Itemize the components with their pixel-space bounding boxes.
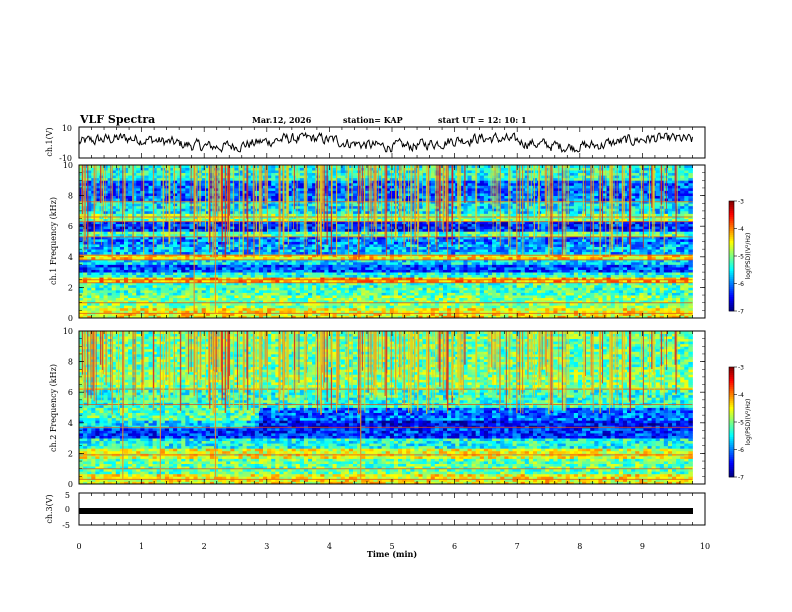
x-tick-label: 9 xyxy=(640,542,645,551)
y-tick-label: 10 xyxy=(63,161,73,170)
y-tick-label: 2 xyxy=(68,449,73,458)
ch1-waveform-panel: 10 -10 ch.1(V) xyxy=(45,124,706,163)
y-tick-label: 0 xyxy=(68,314,73,323)
colorbar-tick-label: -7 xyxy=(738,475,744,482)
ch1-waveform-line xyxy=(78,131,693,154)
y-tick-label: 4 xyxy=(68,253,73,262)
y-tick-label: 4 xyxy=(68,419,73,428)
ch1-spectrogram-image xyxy=(79,165,693,319)
y-tick-label: 10 xyxy=(63,327,73,336)
ch3-ytick-top: 5 xyxy=(65,491,70,500)
colorbar-tick-label: -7 xyxy=(738,309,744,316)
x-tick-label: 6 xyxy=(452,542,457,551)
header-station: station= KAP xyxy=(343,115,403,125)
x-tick-label: 4 xyxy=(327,542,332,551)
ch1-ytick-top: 10 xyxy=(62,124,72,133)
ch1-frequency-ylabel: ch.1 Frequency (kHz) xyxy=(49,197,58,285)
ch1-colorbar-label: log(PSD)(V²/Hz) xyxy=(745,233,752,280)
ch1-ylabel: ch.1(V) xyxy=(45,127,54,156)
x-axis-tick-labels: 0 1 2 3 4 5 6 7 8 9 10 xyxy=(76,542,710,551)
ch3-ylabel: ch.3(V) xyxy=(45,494,54,523)
ch3-ytick-mid: 0 xyxy=(65,505,70,514)
ch3-waveform-line xyxy=(79,508,693,514)
ch1-colorbar: -3 -4 -5 -6 -7 log(PSD)(V²/Hz) xyxy=(728,199,752,316)
y-tick-label: 6 xyxy=(68,222,73,231)
colorbar-tick-label: -4 xyxy=(738,392,744,399)
ch2-colorbar: -3 -4 -5 -6 -7 log(PSD)(V²/Hz) xyxy=(728,365,752,482)
y-tick-label: 2 xyxy=(68,283,73,292)
header-start-time: start UT = 12: 10: 1 xyxy=(438,115,527,125)
figure-title: VLF Spectra xyxy=(79,113,155,126)
x-tick-label: 5 xyxy=(389,542,394,551)
colorbar-tick-label: -4 xyxy=(738,226,744,233)
ch3-ytick-bottom: -5 xyxy=(62,521,70,530)
colorbar-tick-label: -3 xyxy=(738,199,744,206)
y-tick-label: 0 xyxy=(68,480,73,489)
colorbar-tick-label: -5 xyxy=(738,254,744,261)
x-tick-label: 3 xyxy=(264,542,269,551)
ch2-spectrogram-panel: 0 2 4 6 8 10 ch.2 Frequency (kHz) xyxy=(49,327,706,489)
x-axis-label: Time (min) xyxy=(367,549,417,559)
ch1-ytick-bottom: -10 xyxy=(59,154,72,163)
x-tick-label: 1 xyxy=(139,542,144,551)
colorbar-tick-label: -5 xyxy=(738,420,744,427)
y-tick-label: 8 xyxy=(68,358,73,367)
colorbar-tick-label: -6 xyxy=(738,447,744,454)
ch2-colorbar-label: log(PSD)(V²/Hz) xyxy=(745,399,752,446)
ch2-spectrogram-image xyxy=(79,331,693,485)
y-tick-label: 8 xyxy=(68,192,73,201)
ch1-spectrogram-panel: 0 2 4 6 8 10 ch.1 Frequency (kHz) xyxy=(49,161,706,323)
x-tick-label: 7 xyxy=(515,542,520,551)
ch2-frequency-ylabel: ch.2 Frequency (kHz) xyxy=(49,364,58,452)
ch3-waveform-panel: 5 0 -5 ch.3(V) xyxy=(45,491,706,530)
x-tick-label: 0 xyxy=(76,542,81,551)
colorbar-tick-label: -3 xyxy=(738,365,744,372)
y-tick-label: 6 xyxy=(68,388,73,397)
x-tick-label: 8 xyxy=(577,542,582,551)
x-tick-label: 2 xyxy=(202,542,207,551)
colorbar-tick-label: -6 xyxy=(738,281,744,288)
x-tick-label: 10 xyxy=(700,542,710,551)
header-date: Mar.12, 2026 xyxy=(252,115,312,125)
